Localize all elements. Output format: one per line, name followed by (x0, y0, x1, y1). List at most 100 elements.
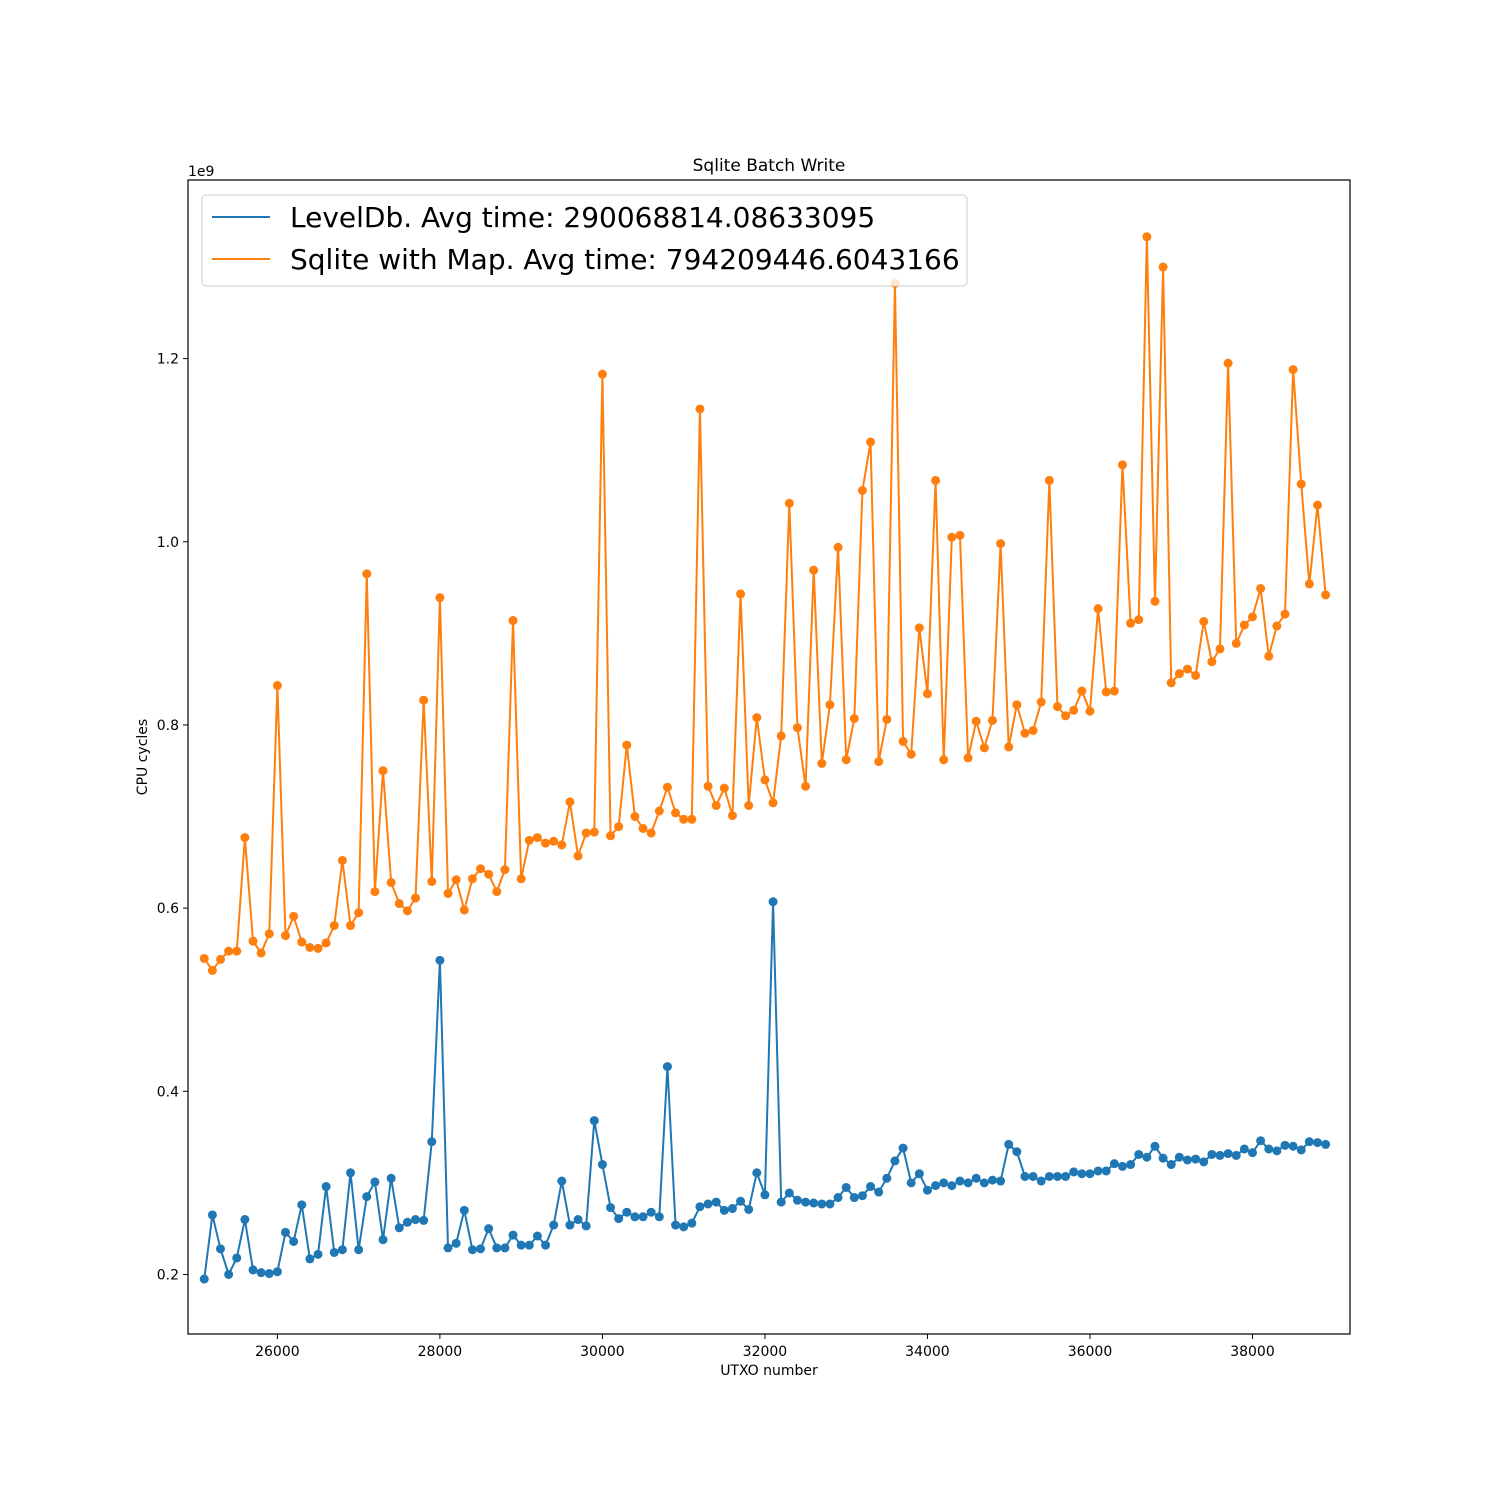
data-point-s1-3 (224, 946, 234, 956)
data-point-s0-102 (1028, 1171, 1038, 1181)
data-point-s1-86 (898, 736, 908, 746)
data-point-s0-93 (955, 1176, 965, 1186)
data-point-s0-0 (199, 1274, 209, 1284)
data-point-s1-48 (589, 827, 599, 837)
data-point-s1-101 (1020, 728, 1030, 738)
x-tick-label: 32000 (743, 1344, 788, 1360)
data-point-s1-49 (597, 369, 607, 379)
data-point-s1-124 (1207, 657, 1217, 667)
data-point-s0-100 (1012, 1147, 1022, 1157)
data-point-s1-34 (476, 864, 486, 874)
data-point-s0-24 (394, 1223, 404, 1233)
data-point-s0-84 (882, 1173, 892, 1183)
data-point-s1-4 (232, 946, 242, 956)
data-point-s0-120 (1174, 1152, 1184, 1162)
data-point-s1-105 (1052, 702, 1062, 712)
data-point-s1-19 (354, 908, 364, 918)
data-point-s1-16 (329, 921, 339, 931)
data-point-s1-11 (289, 911, 299, 921)
data-point-s1-123 (1199, 616, 1209, 626)
data-point-s0-32 (459, 1205, 469, 1215)
data-point-s1-17 (337, 855, 347, 865)
data-point-s1-128 (1239, 620, 1249, 630)
data-point-s1-107 (1069, 705, 1079, 715)
data-point-s0-96 (979, 1178, 989, 1188)
data-point-s0-40 (524, 1240, 534, 1250)
x-tick-label: 34000 (905, 1344, 950, 1360)
data-point-s1-32 (459, 905, 469, 915)
data-point-s1-136 (1304, 579, 1314, 589)
data-point-s1-113 (1117, 460, 1127, 470)
data-point-s0-58 (671, 1220, 681, 1230)
data-point-s1-82 (866, 437, 876, 447)
data-point-s1-5 (240, 833, 250, 843)
data-point-s1-58 (671, 808, 681, 818)
data-point-s0-27 (419, 1215, 429, 1225)
data-point-s1-126 (1223, 358, 1233, 368)
data-point-s0-35 (484, 1224, 494, 1234)
data-point-s0-43 (549, 1220, 559, 1230)
data-point-s1-103 (1036, 697, 1046, 707)
data-point-s0-57 (662, 1062, 672, 1072)
data-point-s1-91 (939, 755, 949, 765)
data-point-s0-13 (305, 1254, 315, 1264)
data-point-s1-84 (882, 714, 892, 724)
data-point-s1-138 (1321, 590, 1331, 600)
data-point-s1-133 (1280, 609, 1290, 619)
data-point-s0-67 (744, 1204, 754, 1214)
data-point-s0-72 (784, 1188, 794, 1198)
data-point-s1-53 (630, 812, 640, 822)
data-point-s1-72 (784, 498, 794, 508)
data-point-s0-126 (1223, 1149, 1233, 1159)
data-point-s1-81 (857, 485, 867, 495)
data-point-s0-63 (711, 1197, 721, 1207)
data-point-s0-23 (386, 1173, 396, 1183)
data-point-s1-43 (549, 836, 559, 846)
data-point-s0-71 (776, 1197, 786, 1207)
x-tick-label: 26000 (255, 1344, 300, 1360)
data-point-s0-110 (1093, 1166, 1103, 1176)
data-point-s1-8 (264, 929, 274, 939)
data-point-s0-124 (1207, 1149, 1217, 1159)
data-point-s0-9 (272, 1267, 282, 1277)
data-point-s1-64 (719, 783, 729, 793)
data-point-s1-30 (443, 888, 453, 898)
data-point-s0-8 (264, 1269, 274, 1279)
y-tick-label: 0.8 (157, 718, 179, 734)
data-point-s0-133 (1280, 1140, 1290, 1150)
legend-box (201, 194, 968, 287)
data-point-s0-135 (1296, 1145, 1306, 1155)
data-point-s1-98 (996, 539, 1006, 549)
data-point-s0-4 (232, 1253, 242, 1263)
data-point-s1-108 (1077, 686, 1087, 696)
data-point-s0-80 (849, 1193, 859, 1203)
y-tick-label: 0.4 (157, 1084, 179, 1100)
data-point-s1-135 (1296, 479, 1306, 489)
data-point-s0-78 (833, 1193, 843, 1203)
data-point-s1-1 (207, 965, 217, 975)
data-point-s1-83 (874, 757, 884, 767)
data-point-s1-33 (467, 874, 477, 884)
data-point-s0-45 (565, 1220, 575, 1230)
data-point-s0-21 (370, 1177, 380, 1187)
data-point-s0-82 (866, 1182, 876, 1192)
data-point-s1-13 (305, 943, 315, 952)
data-point-s1-129 (1247, 612, 1257, 622)
x-tick-label: 36000 (1068, 1344, 1113, 1360)
data-point-s1-76 (817, 758, 827, 768)
data-point-s1-134 (1288, 365, 1298, 375)
data-point-s1-79 (841, 755, 851, 765)
x-axis-label: UTXO number (720, 1363, 818, 1379)
data-point-s0-52 (622, 1207, 632, 1217)
data-point-s0-33 (467, 1245, 477, 1255)
data-point-s1-38 (508, 616, 518, 626)
data-point-s0-48 (589, 1116, 599, 1126)
series-layer (199, 232, 1331, 1284)
data-point-s0-128 (1239, 1144, 1249, 1154)
data-point-s0-91 (939, 1178, 949, 1188)
data-point-s1-69 (760, 775, 770, 785)
data-point-s1-74 (801, 781, 811, 791)
data-point-s0-6 (248, 1265, 258, 1275)
data-point-s1-15 (321, 938, 331, 948)
data-point-s1-36 (492, 887, 502, 897)
